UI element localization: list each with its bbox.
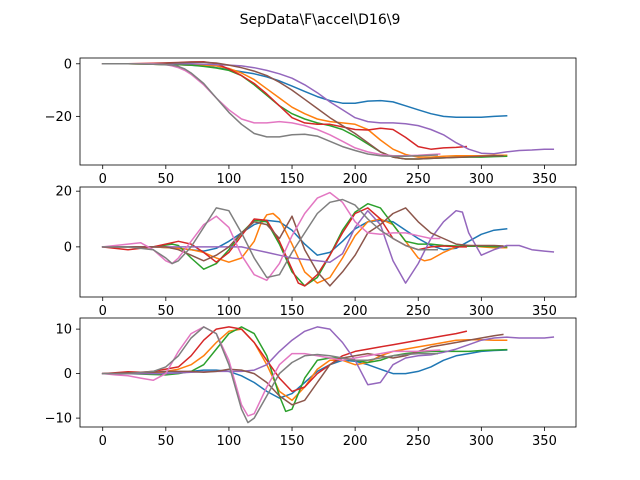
x-tick-label: 300 — [469, 172, 494, 187]
series-line-middle-6 — [101, 207, 504, 287]
x-tick-label: 0 — [99, 304, 107, 319]
x-tick-label: 150 — [280, 304, 305, 319]
series-line-middle-5 — [101, 209, 555, 284]
series-line-top-1 — [101, 63, 508, 118]
series-line-bottom-7 — [101, 326, 441, 417]
x-tick-label: 350 — [532, 172, 557, 187]
series-line-bottom-4 — [101, 326, 468, 393]
x-tick-label: 150 — [280, 434, 305, 449]
x-tick-label: 150 — [280, 172, 305, 187]
series-line-middle-8 — [101, 198, 438, 279]
x-tick-label: 250 — [406, 304, 431, 319]
x-tick-label: 100 — [217, 434, 242, 449]
series-line-bottom-2 — [101, 328, 508, 402]
x-tick-label: 200 — [343, 304, 368, 319]
x-tick-label: 200 — [343, 434, 368, 449]
x-tick-label: 300 — [469, 304, 494, 319]
x-tick-label: 0 — [99, 172, 107, 187]
x-tick-label: 200 — [343, 172, 368, 187]
axes-frame-top — [79, 57, 577, 166]
x-tick-label: 350 — [532, 304, 557, 319]
x-tick-label: 0 — [99, 434, 107, 449]
x-tick-label: 50 — [158, 434, 175, 449]
x-tick-label: 300 — [469, 434, 494, 449]
series-line-bottom-3 — [101, 326, 508, 413]
y-tick-label: 0 — [64, 57, 72, 72]
y-tick-label: 10 — [55, 323, 72, 338]
series-line-bottom-5 — [101, 326, 555, 386]
series-line-top-6 — [101, 61, 504, 160]
axes-frame-middle — [79, 186, 577, 298]
x-tick-label: 250 — [406, 434, 431, 449]
x-tick-label: 100 — [217, 304, 242, 319]
series-line-top-7 — [101, 63, 441, 157]
y-tick-label: 0 — [64, 240, 72, 255]
y-tick-label: 0 — [64, 367, 72, 382]
series-line-bottom-1 — [101, 349, 508, 399]
x-tick-label: 50 — [158, 304, 175, 319]
x-tick-label: 100 — [217, 172, 242, 187]
x-tick-label: 50 — [158, 172, 175, 187]
y-tick-label: −10 — [45, 412, 72, 427]
axes-frame-bottom — [79, 317, 577, 428]
series-line-bottom-8 — [101, 326, 438, 424]
x-tick-label: 350 — [532, 434, 557, 449]
series-line-middle-2 — [101, 212, 508, 284]
subplot-top: 0 50 100 150 200 250 300 350 0 −20 — [45, 57, 577, 187]
x-tick-label: 250 — [406, 172, 431, 187]
series-line-top-3 — [101, 63, 508, 160]
series-line-bottom-6 — [101, 333, 504, 406]
series-line-top-8 — [101, 63, 438, 158]
figure-title: SepData\F\accel\D16\9 — [240, 12, 401, 28]
y-tick-label: −20 — [45, 110, 72, 125]
series-line-top-2 — [101, 63, 508, 158]
y-tick-label: 20 — [55, 185, 72, 200]
